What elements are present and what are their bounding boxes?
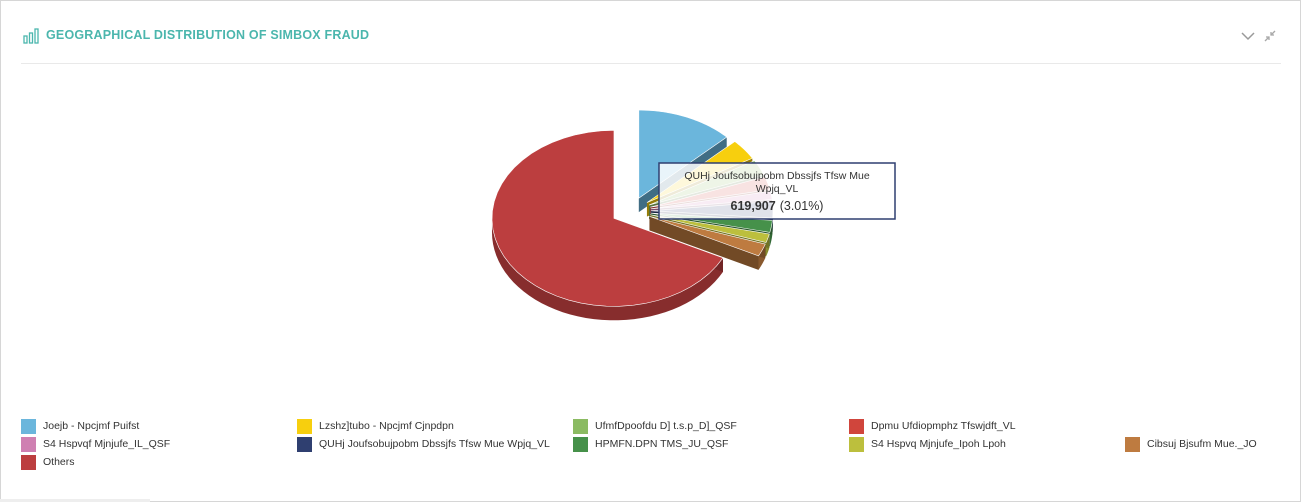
legend-swatch <box>1125 436 1140 452</box>
chevron-down-icon[interactable] <box>1239 27 1257 45</box>
pie-chart-area: QUHj Joufsobujpobm Dbssjfs Tfsw Mue Wpjq… <box>1 63 1300 403</box>
tooltip-percent: (3.01%) <box>780 199 824 213</box>
legend-label: Cibsuj Bjsufm Mue._JO <box>1147 438 1257 450</box>
pie-slice-top <box>649 216 766 257</box>
legend-swatch <box>297 436 312 452</box>
chart-tooltip: QUHj Joufsobujpobm Dbssjfs Tfsw Mue Wpjq… <box>658 162 896 220</box>
legend-item[interactable]: Cibsuj Bjsufm Mue._JO <box>1125 435 1257 453</box>
legend-swatch <box>21 454 36 470</box>
legend-label: S4 Hspvqf Mjnjufe_IL_QSF <box>43 438 171 450</box>
legend-item[interactable]: HPMFN.DPN TMS_JU_QSF <box>573 435 728 453</box>
pie-slice-top <box>650 214 770 243</box>
legend-swatch <box>573 418 588 434</box>
tooltip-box <box>658 162 896 220</box>
legend-swatch <box>21 436 36 452</box>
bar-chart-icon <box>23 28 39 44</box>
legend-swatch <box>849 418 864 434</box>
panel-title: GEOGRAPHICAL DISTRIBUTION OF SIMBOX FRAU… <box>46 28 370 42</box>
legend-label: Lzshz]tubo - Npcjmf Cjnpdpn <box>319 420 454 432</box>
tooltip-series-name-line1: QUHj Joufsobujpobm Dbssjfs Tfsw Mue <box>684 170 870 182</box>
pie-slice-wall <box>649 216 759 270</box>
panel-bottom-strip <box>0 499 150 502</box>
pie-slice-side <box>491 218 723 321</box>
tooltip-value-line: 619,907 (3.01%) <box>731 199 824 213</box>
legend-label: HPMFN.DPN TMS_JU_QSF <box>595 438 729 450</box>
legend-item[interactable]: S4 Hspvq Mjnjufe_Ipoh Lpoh <box>849 435 1006 453</box>
legend-item[interactable]: Dpmu Ufdiopmphz Tfswjdft_VL <box>849 417 1016 435</box>
legend-item[interactable]: QUHj Joufsobujpobm Dbssjfs Tfsw Mue Wpjq… <box>297 435 550 453</box>
legend-swatch <box>573 436 588 452</box>
legend-label: S4 Hspvq Mjnjufe_Ipoh Lpoh <box>871 438 1006 450</box>
legend-label: QUHj Joufsobujpobm Dbssjfs Tfsw Mue Wpjq… <box>319 438 550 450</box>
legend-swatch <box>297 418 312 434</box>
pie-slice-top <box>491 130 724 307</box>
legend-swatch <box>21 418 36 434</box>
panel-tools <box>1239 27 1281 45</box>
legend-swatch <box>849 436 864 452</box>
compress-icon[interactable] <box>1261 27 1279 45</box>
legend-label: UfmfDpoofdu D] t.s.p_D]_QSF <box>595 420 737 432</box>
tooltip-value: 619,907 <box>731 199 776 213</box>
legend-label: Dpmu Ufdiopmphz Tfswjdft_VL <box>871 420 1016 432</box>
pie-slice[interactable] <box>491 130 724 321</box>
chart-legend: Joejb - Npcjmf Puifst Lzshz]tubo - Npcjmf… <box>21 417 1291 477</box>
pie-chart: QUHj Joufsobujpobm Dbssjfs Tfsw Mue Wpjq… <box>491 109 896 321</box>
legend-item[interactable]: UfmfDpoofdu D] t.s.p_D]_QSF <box>573 417 737 435</box>
legend-item[interactable]: Others <box>21 453 75 471</box>
legend-item[interactable]: Joejb - Npcjmf Puifst <box>21 417 139 435</box>
legend-item[interactable]: S4 Hspvqf Mjnjufe_IL_QSF <box>21 435 170 453</box>
pie-slice[interactable] <box>649 216 766 270</box>
tooltip-series-name-line2: Wpjq_VL <box>756 183 799 195</box>
panel-header: GEOGRAPHICAL DISTRIBUTION OF SIMBOX FRAU… <box>21 19 1281 64</box>
legend-label: Others <box>43 456 75 468</box>
legend-item[interactable]: Lzshz]tubo - Npcjmf Cjnpdpn <box>297 417 454 435</box>
legend-label: Joejb - Npcjmf Puifst <box>43 420 140 432</box>
